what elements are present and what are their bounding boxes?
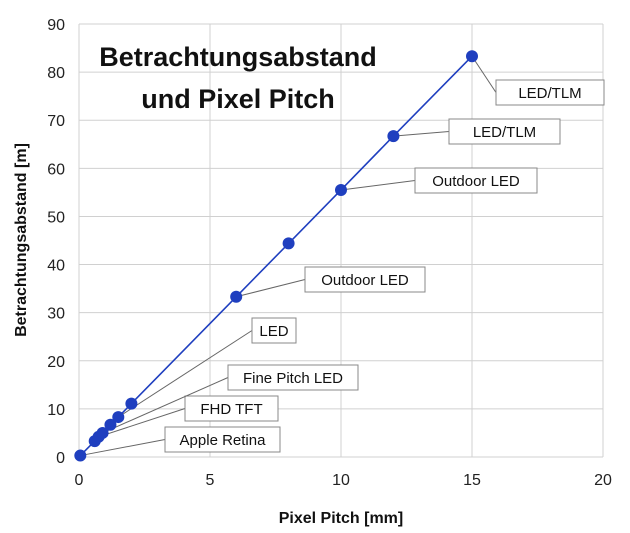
annotation-leader-line <box>340 180 416 191</box>
annotation-label: FHD TFT <box>200 401 262 418</box>
chart-title-line-1: Betrachtungsabstand <box>99 42 377 72</box>
x-tick-label: 0 <box>75 472 84 489</box>
y-tick-label: 20 <box>47 354 65 371</box>
data-point <box>335 183 347 196</box>
annotation-label: Outdoor LED <box>321 272 409 289</box>
annotation-box <box>251 317 297 344</box>
annotation-label: Outdoor LED <box>432 173 520 190</box>
y-tick-label: 10 <box>47 402 65 419</box>
data-point <box>282 237 295 250</box>
annotation-box <box>227 364 359 391</box>
annotation-leader-line <box>236 279 306 298</box>
data-point <box>74 449 87 462</box>
annotation-label: LED <box>259 323 288 340</box>
y-tick-label: 90 <box>47 17 65 34</box>
y-tick-label: 0 <box>56 450 65 467</box>
x-tick-label: 5 <box>206 472 215 489</box>
annotation-leader-line <box>118 330 253 418</box>
data-point <box>96 426 109 439</box>
annotation-box <box>414 167 538 194</box>
data-point <box>230 290 243 303</box>
annotation-leader-line <box>80 439 166 457</box>
annotation-leader-line <box>98 408 186 438</box>
annotation-box <box>164 426 281 453</box>
annotation-label: Apple Retina <box>180 432 267 449</box>
annotation-label: LED/TLM <box>518 85 581 102</box>
x-tick-label: 10 <box>332 472 350 489</box>
y-tick-label: 70 <box>47 113 65 130</box>
data-point <box>104 418 117 431</box>
x-axis-label: Pixel Pitch [mm] <box>279 510 403 527</box>
y-tick-label: 50 <box>47 209 65 226</box>
annotation-box <box>495 79 605 106</box>
annotation-label: Fine Pitch LED <box>243 370 343 387</box>
annotation-leader-line <box>393 131 450 137</box>
data-point <box>387 130 400 143</box>
data-point <box>466 50 478 63</box>
y-tick-label: 40 <box>47 258 65 275</box>
x-tick-label: 20 <box>594 472 612 489</box>
y-axis-label: Betrachtungsabstand [m] <box>13 143 30 337</box>
annotation-label: LED/TLM <box>473 124 536 141</box>
data-point <box>112 411 125 424</box>
annotation-box <box>448 118 561 145</box>
chart-title-line-2: und Pixel Pitch <box>141 84 335 114</box>
annotation-box <box>184 395 279 422</box>
annotation-leader-line <box>471 55 497 93</box>
annotation-box <box>304 266 426 293</box>
annotation-leader-line <box>102 377 229 434</box>
y-tick-label: 80 <box>47 65 65 82</box>
y-tick-label: 30 <box>47 306 65 323</box>
data-point <box>125 397 138 410</box>
x-tick-label: 15 <box>463 472 481 489</box>
y-tick-label: 60 <box>47 161 65 178</box>
